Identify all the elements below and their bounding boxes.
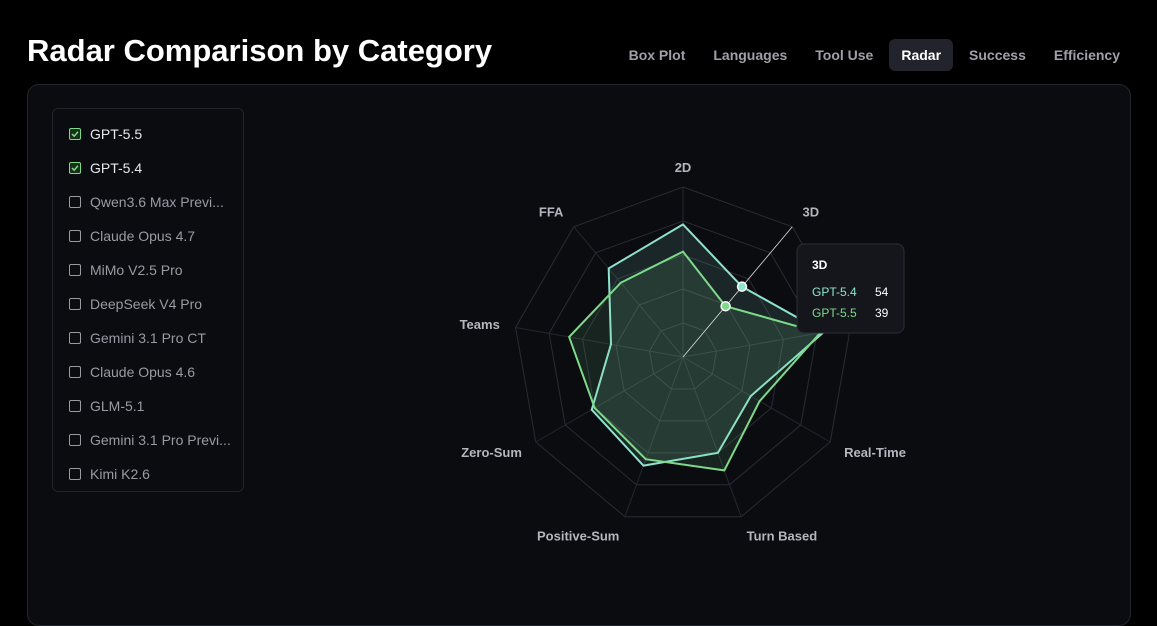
axis-line [515,326,684,358]
model-name: GLM-5.1 [90,398,145,414]
model-list: GPT-5.5 GPT-5.4 Qwen3.6 Max Previ... Claude… [52,108,244,492]
model-name: Kimi K2.6 [90,466,150,482]
hover-line [682,226,793,358]
checkbox [69,400,81,412]
model-checkbox[interactable]: DeepSeek V4 Pro [69,296,202,312]
model-checkbox[interactable]: MiMo V2.5 Pro [69,262,183,278]
tab[interactable]: Success [969,47,1026,63]
tab[interactable]: Efficiency [1053,47,1120,63]
hover-dot [720,300,731,312]
model-name: Qwen3.6 Max Previ... [90,194,224,210]
checkbox [69,298,81,310]
grid-ring [582,254,784,454]
axis-line [535,356,684,443]
page-title: Radar Comparison by Category [27,33,493,68]
model-checkbox[interactable]: Gemini 3.1 Pro Previ... [69,432,231,448]
check-path [71,131,79,138]
axis-label: 3D [803,204,820,219]
tooltip-box [796,243,905,334]
model-checkbox[interactable]: Gemini 3.1 Pro CT [69,330,206,346]
tab[interactable]: Radar [889,39,954,71]
axis-label: Teams [460,317,500,332]
hover-dot [736,281,748,292]
axis-label: Positive-Sum [537,529,619,544]
tooltip-title: 3D [812,258,828,272]
checkbox [69,196,81,208]
axis-line [682,356,742,517]
tab[interactable]: Languages [713,47,788,63]
tab[interactable]: Tool Use [815,47,874,63]
checkbox [69,264,81,276]
tooltip-value: 39 [875,306,889,320]
axis-line [573,226,684,358]
model-name: Gemini 3.1 Pro Previ... [90,432,231,448]
model-checkbox[interactable]: Kimi K2.6 [69,466,150,482]
series-area [590,223,826,467]
checkbox [69,332,81,344]
grid-ring [615,288,751,422]
tab-bar: Box Plot Languages Tool Use Radar Success Eff… [617,39,1132,71]
tooltip-value: 54 [875,285,889,299]
check-mark [71,131,79,138]
model-name: Claude Opus 4.7 [90,228,196,244]
model-name: GPT-5.5 [90,126,143,142]
axis-label: Turn Based [747,529,818,544]
model-name: MiMo V2.5 Pro [90,262,183,278]
model-name: DeepSeek V4 Pro [90,296,203,312]
checkbox [69,230,81,242]
model-checkbox[interactable]: GLM-5.1 [69,398,144,414]
model-checkbox[interactable]: GPT-5.5 [69,126,142,142]
check-mark [71,165,79,172]
model-checkbox[interactable]: Claude Opus 4.6 [69,364,195,380]
series-area [568,250,823,472]
grid-ring [548,220,818,486]
axis-label: 2D [675,160,692,175]
model-name: GPT-5.4 [90,160,143,176]
tooltip-series: GPT-5.5 [812,306,857,320]
grid-ring [648,322,718,390]
model-checkbox[interactable]: Claude Opus 4.7 [69,228,195,244]
axis-line [624,356,684,517]
checkbox [69,128,81,140]
axis-label: Real-Time [844,445,906,460]
checkbox [69,162,81,174]
model-checkbox[interactable]: Qwen3.6 Max Previ... [69,194,224,210]
model-checkbox[interactable]: GPT-5.4 [69,160,142,176]
tooltip: 3D GPT-5.4 54 GPT-5.5 39 [796,243,905,334]
checkbox [69,468,81,480]
tab[interactable]: Box Plot [628,47,686,63]
axis-label: FFA [539,204,564,219]
axis-label: Zero-Sum [461,445,522,460]
checkbox [69,434,81,446]
model-name: Gemini 3.1 Pro CT [90,330,206,346]
check-path [71,165,79,172]
axis-line [682,356,831,443]
page: Radar Comparison by Category Box Plot Lan… [27,33,1132,626]
tooltip-series: GPT-5.4 [812,285,857,299]
checkbox [69,366,81,378]
model-name: Claude Opus 4.6 [90,364,196,380]
